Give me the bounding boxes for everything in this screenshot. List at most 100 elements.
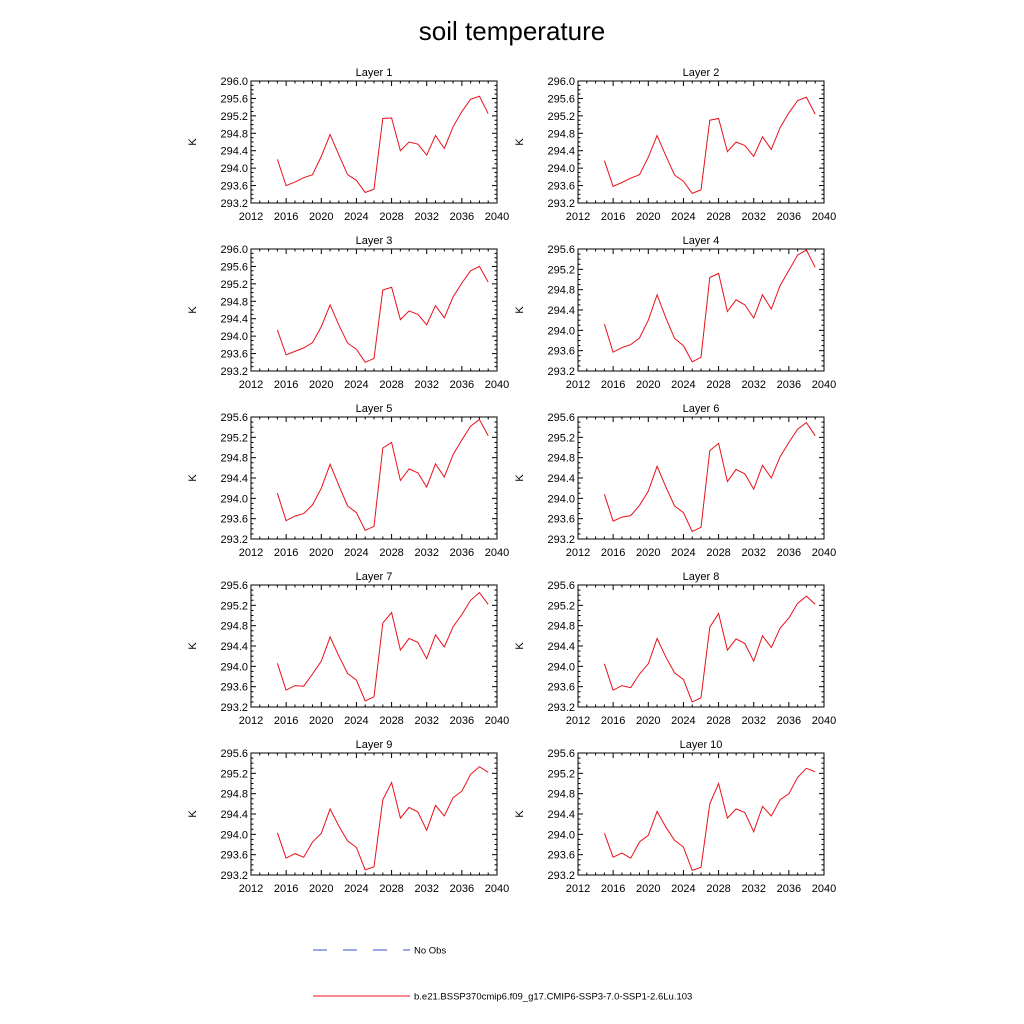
x-tick-label: 2012 — [566, 547, 590, 559]
x-tick-label: 2028 — [706, 883, 730, 895]
x-tick-label: 2016 — [274, 379, 298, 391]
y-tick-label: 293.6 — [220, 181, 248, 193]
x-tick-label: 2032 — [741, 715, 765, 727]
x-tick-label: 2040 — [485, 379, 509, 391]
panel-title: Layer 3 — [356, 235, 393, 247]
x-tick-label: 2024 — [671, 883, 695, 895]
x-tick-label: 2028 — [379, 547, 403, 559]
y-tick-label: 294.4 — [220, 641, 248, 653]
y-tick-label: 296.0 — [220, 244, 248, 256]
y-tick-label: 294.0 — [547, 163, 575, 175]
x-tick-label: 2036 — [450, 547, 474, 559]
x-tick-label: 2016 — [601, 379, 625, 391]
panel-title: Layer 9 — [356, 739, 393, 751]
x-tick-label: 2012 — [566, 883, 590, 895]
series-line — [276, 766, 489, 871]
y-tick-label: 294.4 — [220, 809, 248, 821]
y-tick-label: 295.6 — [547, 412, 575, 424]
x-tick-label: 2036 — [450, 883, 474, 895]
x-tick-label: 2024 — [344, 379, 368, 391]
legend: No Obs b.e21.BSSP370cmip6.f09_g17.CMIP6-… — [313, 946, 692, 1003]
x-tick-label: 2032 — [414, 715, 438, 727]
x-tick-label: 2028 — [379, 211, 403, 223]
panel-layer-1: Layer 1 K 2012 2016 2020 2024 2028 2032 2036 2040… — [187, 67, 509, 223]
x-tick-label: 2028 — [706, 379, 730, 391]
x-tick-label: 2028 — [379, 379, 403, 391]
y-tick-label: 294.8 — [547, 621, 575, 633]
y-axis-label: K — [514, 306, 526, 314]
x-tick-label: 2012 — [239, 379, 263, 391]
y-tick-label: 294.8 — [547, 453, 575, 465]
panel-layer-9: Layer 9 K 2012 2016 2020 2024 2028 2032 2036 2040… — [187, 739, 509, 895]
x-tick-label: 2028 — [706, 211, 730, 223]
legend-obs-label: No Obs — [414, 946, 446, 957]
x-tick-label: 2016 — [274, 715, 298, 727]
y-tick-label: 293.2 — [220, 198, 248, 210]
y-tick-label: 295.6 — [220, 261, 248, 273]
y-tick-label: 295.2 — [547, 264, 575, 276]
x-tick-label: 2036 — [450, 715, 474, 727]
y-tick-label: 294.4 — [547, 305, 575, 317]
x-tick-label: 2040 — [812, 715, 836, 727]
x-tick-label: 2016 — [274, 883, 298, 895]
y-tick-label: 295.2 — [220, 600, 248, 612]
x-tick-label: 2036 — [777, 211, 801, 223]
x-tick-label: 2020 — [309, 715, 333, 727]
series-line — [276, 265, 489, 363]
x-tick-label: 2036 — [777, 715, 801, 727]
series-line — [603, 96, 816, 195]
series-line — [603, 249, 816, 363]
x-tick-label: 2032 — [741, 883, 765, 895]
panel-layer-8: Layer 8 K 2012 2016 2020 2024 2028 2032 2036 2040… — [514, 571, 836, 727]
x-tick-label: 2036 — [777, 883, 801, 895]
panel-layer-7: Layer 7 K 2012 2016 2020 2024 2028 2032 2036 2040… — [187, 571, 509, 727]
x-tick-label: 2016 — [274, 211, 298, 223]
x-tick-label: 2040 — [485, 715, 509, 727]
x-tick-label: 2020 — [636, 547, 660, 559]
x-tick-label: 2020 — [636, 211, 660, 223]
y-axis-label: K — [514, 810, 526, 818]
y-tick-label: 295.6 — [547, 748, 575, 760]
y-tick-label: 296.0 — [220, 76, 248, 88]
x-tick-label: 2028 — [706, 715, 730, 727]
y-axis-label: K — [187, 138, 199, 146]
y-tick-label: 293.6 — [220, 682, 248, 694]
y-axis-label: K — [187, 474, 199, 482]
x-tick-label: 2012 — [239, 211, 263, 223]
y-tick-label: 293.6 — [547, 181, 575, 193]
y-tick-label: 293.6 — [547, 514, 575, 526]
y-tick-label: 294.0 — [220, 661, 248, 673]
x-tick-label: 2024 — [671, 379, 695, 391]
panel-layer-10: Layer 10 K 2012 2016 2020 2024 2028 2032 2036 204… — [514, 739, 836, 895]
y-tick-label: 294.8 — [220, 128, 248, 140]
panel-layer-6: Layer 6 K 2012 2016 2020 2024 2028 2032 2036 2040… — [514, 403, 836, 559]
x-tick-label: 2016 — [601, 547, 625, 559]
x-tick-label: 2032 — [414, 883, 438, 895]
y-tick-label: 294.4 — [220, 314, 248, 326]
y-tick-label: 294.8 — [220, 296, 248, 308]
x-tick-label: 2020 — [636, 715, 660, 727]
series-line — [603, 595, 816, 703]
x-tick-label: 2024 — [344, 547, 368, 559]
x-tick-label: 2020 — [309, 211, 333, 223]
x-tick-label: 2032 — [741, 547, 765, 559]
x-tick-label: 2012 — [566, 379, 590, 391]
x-tick-label: 2016 — [601, 715, 625, 727]
panel-layer-4: Layer 4 K 2012 2016 2020 2024 2028 2032 2036 2040… — [514, 235, 836, 391]
y-tick-label: 294.8 — [220, 789, 248, 801]
x-tick-label: 2012 — [239, 547, 263, 559]
x-tick-label: 2012 — [566, 715, 590, 727]
y-tick-label: 294.8 — [547, 128, 575, 140]
y-axis-label: K — [187, 810, 199, 818]
y-tick-label: 295.6 — [547, 244, 575, 256]
y-tick-label: 293.2 — [220, 870, 248, 882]
panel-layer-3: Layer 3 K 2012 2016 2020 2024 2028 2032 2036 2040… — [187, 235, 509, 391]
y-axis-label: K — [187, 306, 199, 314]
x-tick-label: 2032 — [414, 547, 438, 559]
y-tick-label: 294.0 — [220, 163, 248, 175]
x-tick-label: 2032 — [741, 379, 765, 391]
panel-title: Layer 5 — [356, 403, 393, 415]
x-tick-label: 2024 — [344, 715, 368, 727]
x-tick-label: 2024 — [671, 211, 695, 223]
